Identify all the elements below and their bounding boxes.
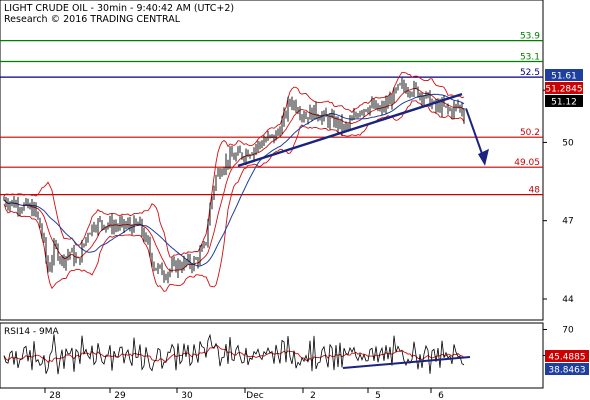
middle-band xyxy=(3,87,465,272)
price-tag xyxy=(545,82,583,94)
rsi-series: 45.4885 38.8463 xyxy=(3,333,589,376)
price-tag-label: 51.2845 xyxy=(545,85,582,95)
y-tick-label: 50 xyxy=(562,138,574,148)
trend-lines xyxy=(237,92,489,168)
price-tag xyxy=(545,95,583,107)
price-tag xyxy=(545,69,583,81)
x-tick-label: 28 xyxy=(49,391,61,400)
x-tick-label: 5 xyxy=(375,391,381,400)
level-label: 48 xyxy=(529,186,541,196)
y-tick-label: 44 xyxy=(562,295,574,305)
rsi-trendline xyxy=(342,356,471,369)
bollinger-bands xyxy=(3,71,465,292)
rsi-tag-label: 45.4885 xyxy=(548,353,585,363)
key-levels: 53.9 53.1 52.5 50.2 49.05 48 xyxy=(0,32,543,196)
main-panel xyxy=(0,0,544,321)
level-label: 49.05 xyxy=(514,158,540,168)
lower-band xyxy=(3,100,465,292)
chart-title: LIGHT CRUDE OIL - 30min - 9:40:42 AM (UT… xyxy=(4,3,234,14)
rsi-label: RSI14 - 9MA xyxy=(4,327,60,337)
rsi-tag-label: 38.8463 xyxy=(548,366,585,376)
y-tick-label: 47 xyxy=(562,217,573,227)
x-tick-label: 2 xyxy=(310,391,316,400)
y-axis: 444750527050 xyxy=(543,86,574,362)
moving-average xyxy=(3,93,465,267)
price-tag-label: 51.12 xyxy=(551,98,577,108)
level-label: 52.5 xyxy=(520,68,540,78)
x-tick-label: 30 xyxy=(181,391,193,400)
price-tag-label: 51.61 xyxy=(551,72,577,82)
upper-band xyxy=(3,71,465,258)
x-tick-label: 29 xyxy=(114,391,126,400)
price-tags: 51.61 51.2845 51.12 xyxy=(545,69,583,108)
support-trendline xyxy=(237,92,463,168)
level-label: 53.1 xyxy=(520,52,540,62)
x-tick-label: 6 xyxy=(438,391,444,400)
projection-arrowhead xyxy=(478,148,489,166)
chart-subtitle: Research © 2016 TRADING CENTRAL xyxy=(4,14,181,25)
rsi-line xyxy=(3,333,465,375)
level-label: 53.9 xyxy=(520,32,540,42)
x-axis: 28 29 30 Dec 2 5 6 xyxy=(44,388,444,400)
rsi-tag xyxy=(545,363,589,375)
rsi-tag xyxy=(545,350,589,362)
level-label: 50.2 xyxy=(520,128,540,138)
projection-arrow-line xyxy=(465,108,485,160)
x-tick-label: Dec xyxy=(246,391,263,400)
rsi-tick-label: 70 xyxy=(562,326,574,336)
